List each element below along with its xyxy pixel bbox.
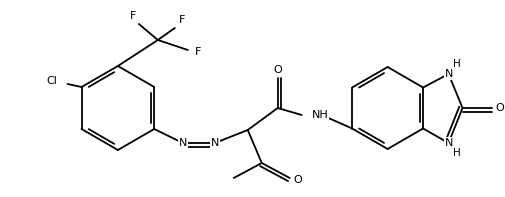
Text: H: H [452,148,461,158]
Text: N: N [211,138,219,148]
Text: F: F [130,11,136,21]
Text: N: N [179,138,187,148]
Text: N: N [445,138,453,148]
Text: O: O [495,103,504,113]
Text: NH: NH [312,110,328,120]
Text: F: F [194,47,201,57]
Text: H: H [452,59,461,69]
Text: O: O [273,65,282,75]
Text: O: O [293,175,302,185]
Text: N: N [445,69,453,79]
Text: Cl: Cl [46,76,58,86]
Text: F: F [179,15,185,25]
